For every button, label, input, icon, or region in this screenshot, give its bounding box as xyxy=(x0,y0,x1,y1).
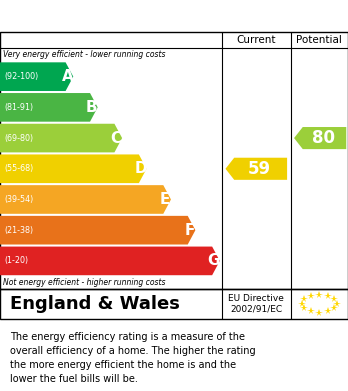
Text: Energy Efficiency Rating: Energy Efficiency Rating xyxy=(10,7,239,25)
Text: Very energy efficient - lower running costs: Very energy efficient - lower running co… xyxy=(3,50,166,59)
Polygon shape xyxy=(0,247,220,275)
Text: (1-20): (1-20) xyxy=(4,256,28,265)
Text: E: E xyxy=(160,192,170,207)
Text: EU Directive
2002/91/EC: EU Directive 2002/91/EC xyxy=(228,294,284,313)
Text: (69-80): (69-80) xyxy=(4,134,33,143)
Text: 80: 80 xyxy=(311,129,334,147)
Polygon shape xyxy=(0,185,171,214)
Polygon shape xyxy=(0,124,122,152)
Text: (21-38): (21-38) xyxy=(4,226,33,235)
Polygon shape xyxy=(226,158,287,180)
Text: G: G xyxy=(208,253,220,268)
Text: B: B xyxy=(86,100,97,115)
Polygon shape xyxy=(294,127,346,149)
Text: D: D xyxy=(134,161,147,176)
Polygon shape xyxy=(0,216,195,244)
Text: (55-68): (55-68) xyxy=(4,164,33,173)
Text: (39-54): (39-54) xyxy=(4,195,33,204)
Text: Potential: Potential xyxy=(296,35,342,45)
Text: 59: 59 xyxy=(248,160,271,178)
Text: (81-91): (81-91) xyxy=(4,103,33,112)
Text: The energy efficiency rating is a measure of the
overall efficiency of a home. T: The energy efficiency rating is a measur… xyxy=(10,332,256,384)
Polygon shape xyxy=(0,62,73,91)
Text: C: C xyxy=(111,131,122,145)
Polygon shape xyxy=(0,154,147,183)
Polygon shape xyxy=(0,93,98,122)
Text: Current: Current xyxy=(237,35,276,45)
Text: England & Wales: England & Wales xyxy=(10,294,180,313)
Text: F: F xyxy=(184,223,195,238)
Text: A: A xyxy=(62,69,73,84)
Text: Not energy efficient - higher running costs: Not energy efficient - higher running co… xyxy=(3,278,166,287)
Text: (92-100): (92-100) xyxy=(4,72,38,81)
